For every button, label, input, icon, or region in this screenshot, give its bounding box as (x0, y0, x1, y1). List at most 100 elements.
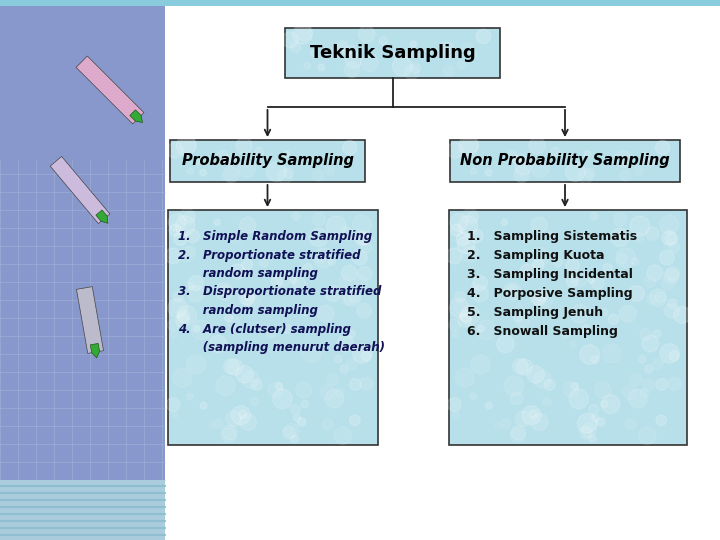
Circle shape (443, 65, 454, 76)
Circle shape (640, 329, 652, 341)
Circle shape (608, 314, 618, 325)
Circle shape (485, 169, 492, 176)
Circle shape (665, 303, 679, 318)
Circle shape (283, 151, 289, 157)
Circle shape (352, 250, 367, 265)
Circle shape (554, 258, 562, 267)
Circle shape (187, 286, 204, 302)
Circle shape (296, 382, 312, 398)
Circle shape (453, 411, 459, 418)
Circle shape (349, 379, 361, 390)
Circle shape (189, 275, 203, 290)
Circle shape (356, 303, 372, 318)
Circle shape (639, 427, 656, 444)
Circle shape (603, 264, 612, 273)
Circle shape (343, 140, 357, 155)
Circle shape (646, 294, 657, 305)
Circle shape (344, 62, 360, 78)
FancyArrow shape (90, 343, 99, 358)
Circle shape (631, 258, 639, 265)
Circle shape (301, 308, 308, 316)
Circle shape (312, 213, 325, 226)
Circle shape (340, 365, 348, 373)
Circle shape (569, 389, 588, 409)
Circle shape (242, 259, 253, 270)
Circle shape (577, 414, 597, 433)
Circle shape (566, 162, 585, 181)
Circle shape (290, 42, 301, 52)
Circle shape (213, 418, 223, 429)
Circle shape (625, 418, 636, 430)
Circle shape (580, 345, 600, 364)
FancyArrow shape (130, 110, 143, 123)
Circle shape (510, 392, 523, 404)
Circle shape (447, 143, 463, 158)
Circle shape (467, 212, 478, 222)
Circle shape (660, 215, 679, 234)
Circle shape (530, 290, 545, 305)
Circle shape (292, 212, 300, 220)
Circle shape (359, 26, 374, 42)
Circle shape (360, 377, 373, 390)
Circle shape (511, 426, 526, 440)
Circle shape (215, 282, 233, 300)
Circle shape (187, 168, 194, 174)
Circle shape (449, 299, 469, 318)
Circle shape (361, 242, 372, 252)
Circle shape (176, 314, 189, 327)
Circle shape (477, 320, 496, 340)
Circle shape (271, 276, 282, 287)
Circle shape (572, 271, 587, 286)
Circle shape (222, 156, 230, 164)
Circle shape (337, 335, 354, 352)
Circle shape (656, 415, 667, 426)
Circle shape (670, 351, 679, 361)
Circle shape (346, 46, 358, 58)
Circle shape (570, 341, 577, 347)
Circle shape (471, 282, 478, 289)
Circle shape (514, 167, 529, 183)
Circle shape (478, 326, 485, 332)
Circle shape (194, 158, 200, 164)
Circle shape (179, 136, 197, 153)
Circle shape (642, 379, 654, 391)
Circle shape (473, 275, 487, 290)
Circle shape (410, 63, 420, 73)
Circle shape (239, 290, 253, 305)
Circle shape (354, 276, 368, 290)
Circle shape (639, 355, 646, 363)
Circle shape (228, 316, 240, 328)
Circle shape (410, 41, 417, 48)
Circle shape (216, 376, 235, 395)
Circle shape (662, 276, 675, 290)
Circle shape (640, 152, 651, 162)
Circle shape (186, 230, 199, 242)
Circle shape (589, 404, 599, 414)
Circle shape (176, 216, 195, 235)
Circle shape (168, 299, 187, 318)
Circle shape (454, 299, 470, 315)
Circle shape (646, 227, 659, 240)
Circle shape (304, 63, 310, 69)
Circle shape (338, 41, 348, 51)
Circle shape (530, 247, 549, 267)
Circle shape (325, 166, 334, 175)
Circle shape (223, 167, 239, 183)
Circle shape (273, 389, 292, 409)
Circle shape (451, 224, 462, 237)
Circle shape (303, 264, 312, 273)
Bar (285, 28, 500, 78)
Bar (0, 0, 720, 6)
Circle shape (168, 214, 186, 231)
Circle shape (654, 292, 665, 302)
Circle shape (668, 377, 681, 390)
Circle shape (664, 269, 679, 284)
Circle shape (497, 335, 514, 353)
Circle shape (571, 305, 589, 323)
Circle shape (674, 307, 690, 323)
Circle shape (358, 233, 370, 245)
Circle shape (178, 310, 189, 322)
Circle shape (311, 50, 318, 57)
Circle shape (236, 138, 252, 154)
Circle shape (334, 355, 342, 363)
